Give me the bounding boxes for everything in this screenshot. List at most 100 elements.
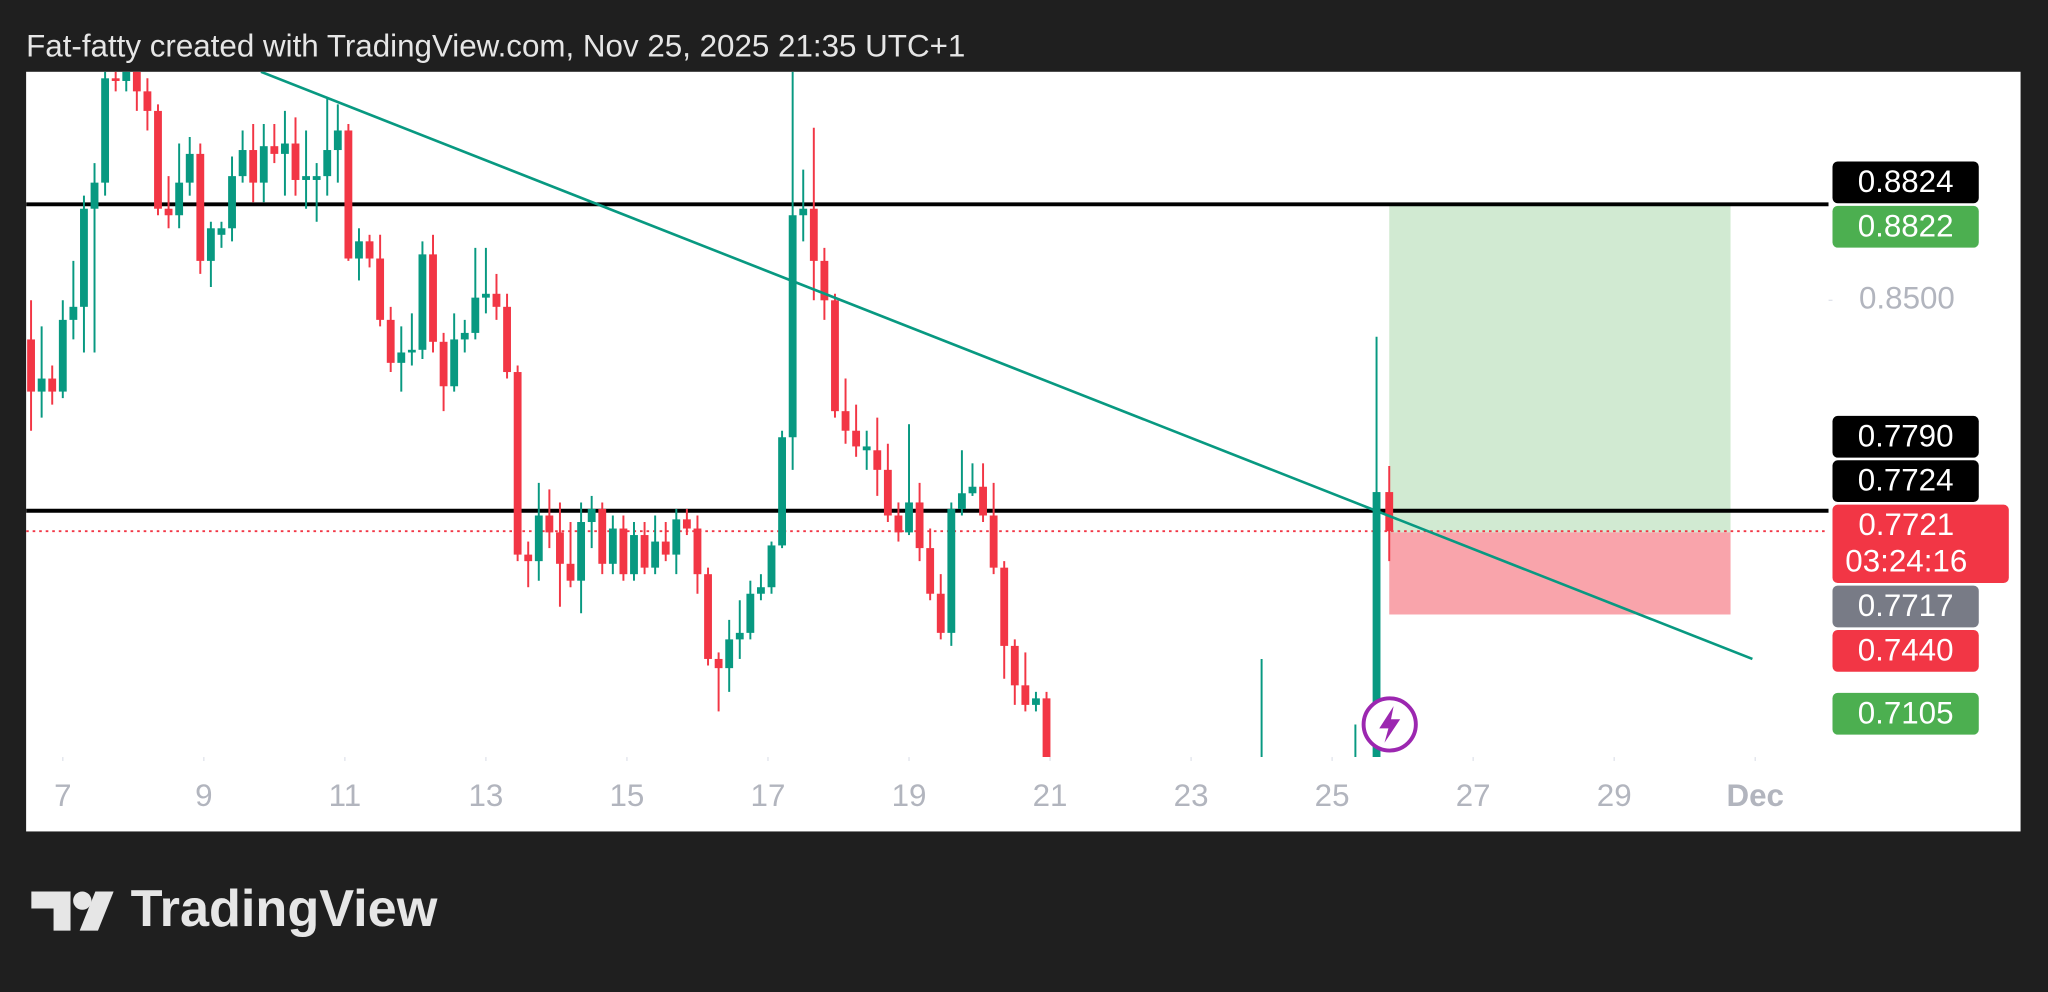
candle-body [630,535,638,575]
price-label: 0.8822 [1858,208,1954,243]
x-tick-label: 9 [195,778,212,813]
candle-body [217,228,226,235]
candle-body [132,71,141,92]
trend-line [260,71,1753,661]
candle-body [312,176,321,180]
candle-body [323,150,332,177]
candle-body [90,182,99,209]
candle-body [513,372,522,555]
candle-body [682,519,691,529]
candle-body [460,332,469,340]
candle-body [185,153,194,183]
price-label-box [1832,585,1979,628]
candle-body [376,258,385,320]
candle-body [471,297,480,333]
price-label-box [1832,415,1979,458]
candle-body [228,176,236,229]
candle-body [968,486,977,494]
candle-body [196,153,205,261]
price-label: 0.7717 [1858,588,1954,623]
candle-body [418,254,427,350]
price-label-box [1832,629,1979,672]
stop-zone [1389,532,1731,615]
x-tick-label: 11 [329,778,362,813]
candle-body [735,632,744,640]
price-label: 0.7721 [1858,507,1954,542]
candle-body [291,143,300,180]
candle-body [111,78,120,81]
candle-body [1032,698,1040,705]
candle-body [862,446,871,451]
candle-body [407,349,416,353]
candle-body [238,150,247,177]
candle-body [947,508,956,633]
candle-body [1000,567,1009,646]
brand-logo: TradingView [31,880,438,938]
candle-body [1385,492,1394,532]
price-label: 0.7724 [1858,463,1954,498]
candle-body [704,574,712,659]
x-tick-label: 7 [54,778,71,813]
candle-body [355,241,363,259]
price-label-box [1832,504,2009,583]
candle-body [767,545,776,588]
candle-body [206,228,215,261]
candle-body [58,319,67,392]
target-zone [1389,204,1731,533]
price-label-box [1832,460,1979,503]
candle-body [175,182,184,216]
axes: 7 9 11 13 15 17 19 21 23 25 27 29 Dec 0.8500 0.8824 0.8… [54,161,2009,813]
x-tick-label: 25 [1315,778,1350,813]
price-label-box [1832,205,1979,248]
candle-body [757,587,765,594]
price-label-box [1832,692,1979,735]
x-tick-label: 17 [751,778,786,813]
candle-body [598,508,607,564]
candle-body [746,593,755,633]
alert-icon [1361,696,1418,753]
candle-body [143,91,152,111]
candle-body [69,306,78,320]
price-label: 0.7790 [1858,418,1954,453]
candle-body [989,515,998,568]
candle-body [957,493,966,509]
price-label-box [1832,161,1979,204]
candle-body [545,515,554,533]
candle-body [936,593,945,633]
x-tick-label: 13 [468,778,503,813]
y-tick-label: 0.8500 [1859,281,1955,316]
candle-body [566,563,575,581]
candle-body [101,78,110,183]
candle-body [302,176,310,180]
candle-body [651,541,660,568]
candle-body [883,469,892,516]
candle-body [524,554,533,562]
candle-body [164,208,173,216]
candle-body [397,352,406,363]
chart-title: Fat-fatty created with TradingView.com, … [26,29,965,64]
candle-body [429,254,437,342]
candle-body [48,378,57,392]
candle-body [1042,698,1051,758]
candle-body [122,71,131,81]
x-tick-label: Dec [1726,778,1784,813]
x-tick-label: 23 [1174,778,1209,813]
candle-body [852,430,861,447]
brand-name: TradingView [131,880,438,938]
candle-body [27,339,35,392]
candle-body [154,110,162,209]
x-tick-label: 19 [892,778,927,813]
plot-area [26,71,1829,758]
candle-body [80,208,88,307]
candle-body [915,502,924,549]
candle-body [270,146,279,154]
candle-body [725,639,734,669]
candle-body [259,146,268,183]
candle-body [503,306,511,373]
candle-body [333,130,342,151]
candle-body [481,293,490,298]
candle-body [894,515,903,533]
candle-body [799,208,808,216]
candle-body [439,341,448,387]
